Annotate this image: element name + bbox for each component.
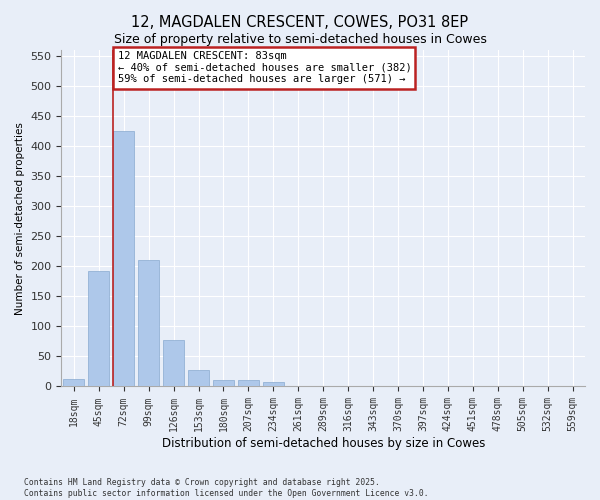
Y-axis label: Number of semi-detached properties: Number of semi-detached properties — [15, 122, 25, 314]
Bar — [263, 382, 284, 386]
Text: 12, MAGDALEN CRESCENT, COWES, PO31 8EP: 12, MAGDALEN CRESCENT, COWES, PO31 8EP — [131, 15, 469, 30]
Bar — [138, 260, 159, 386]
Text: 12 MAGDALEN CRESCENT: 83sqm
← 40% of semi-detached houses are smaller (382)
59% : 12 MAGDALEN CRESCENT: 83sqm ← 40% of sem… — [118, 51, 411, 84]
Text: Size of property relative to semi-detached houses in Cowes: Size of property relative to semi-detach… — [113, 32, 487, 46]
Text: Contains HM Land Registry data © Crown copyright and database right 2025.
Contai: Contains HM Land Registry data © Crown c… — [24, 478, 428, 498]
Bar — [238, 380, 259, 386]
Bar — [113, 131, 134, 386]
Bar — [213, 380, 234, 386]
Bar — [88, 270, 109, 386]
Bar — [63, 378, 85, 386]
Bar — [163, 340, 184, 386]
Bar — [188, 370, 209, 386]
X-axis label: Distribution of semi-detached houses by size in Cowes: Distribution of semi-detached houses by … — [161, 437, 485, 450]
